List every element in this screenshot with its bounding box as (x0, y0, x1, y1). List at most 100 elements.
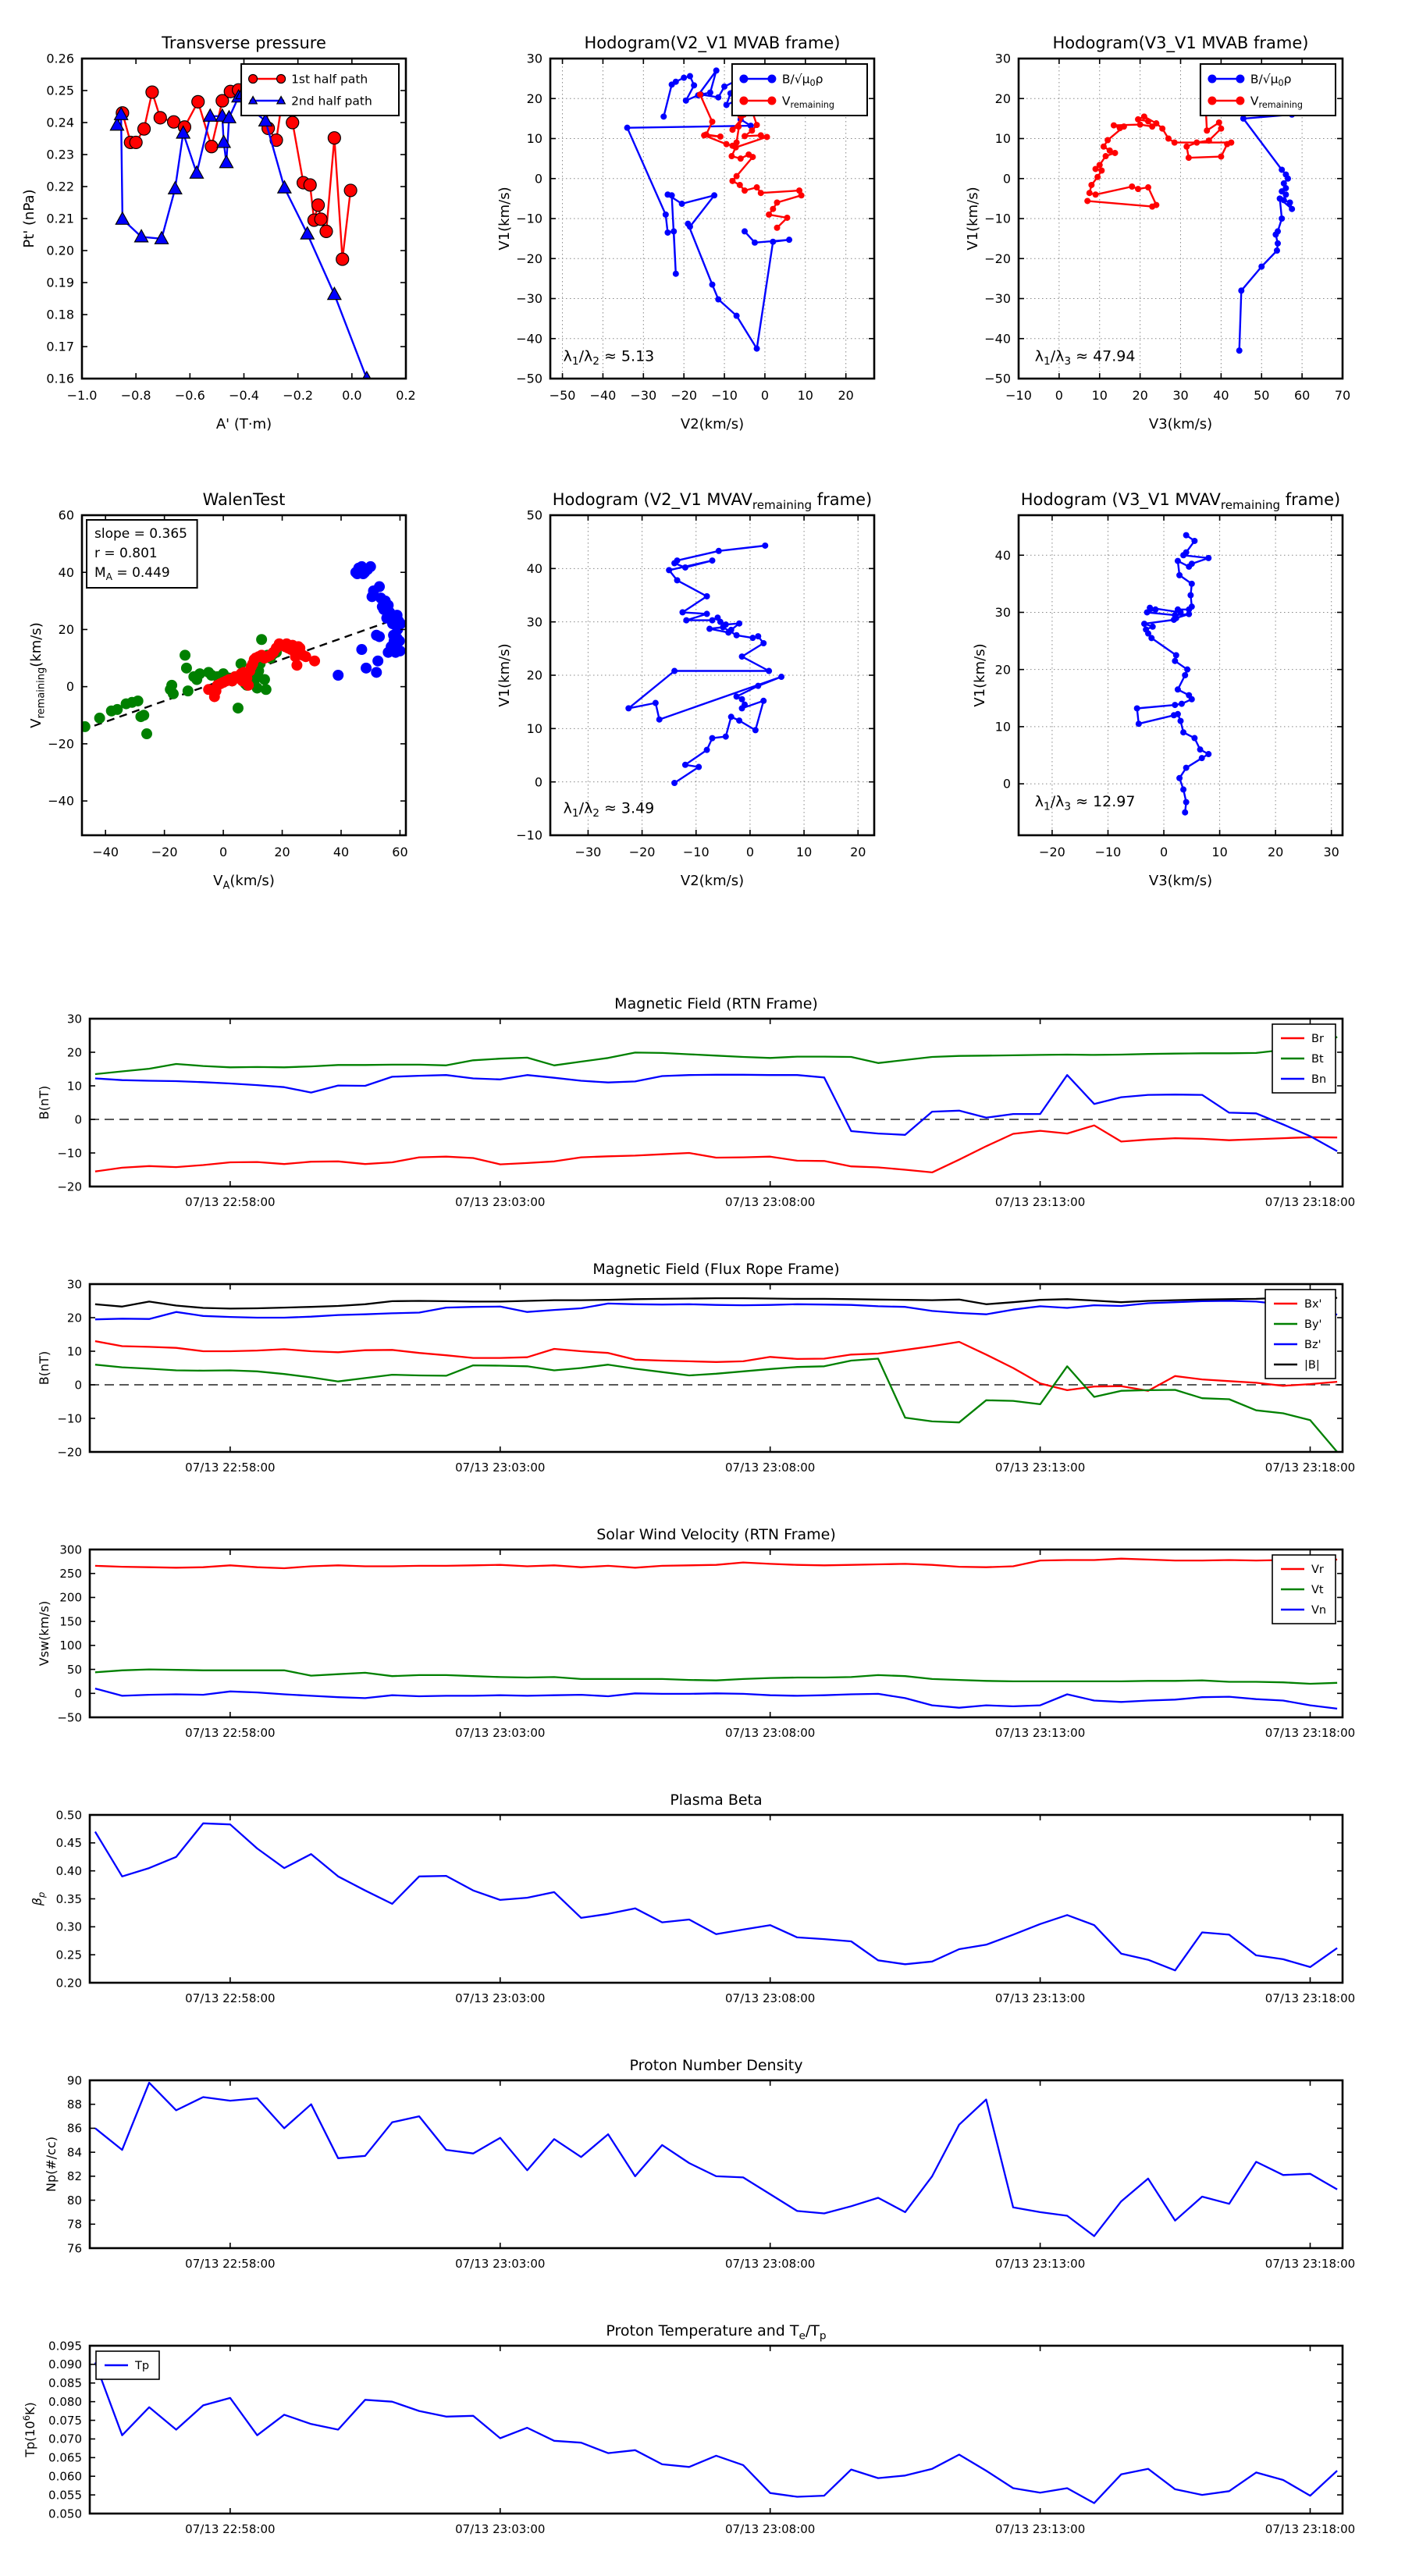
marker-circle (709, 557, 716, 564)
x-axis-label: VA(km/s) (213, 873, 275, 891)
x-tick-label: 40 (333, 845, 349, 859)
legend-label: 1st half path (291, 72, 368, 86)
marker-circle (1149, 123, 1156, 130)
y-axis-label: B(nT) (37, 1086, 52, 1119)
marker-circle (1145, 184, 1151, 191)
x-tick-label: −20 (670, 388, 697, 403)
marker-circle (311, 198, 325, 212)
marker-circle (711, 192, 718, 199)
marker-circle (1112, 149, 1119, 156)
marker-circle (327, 131, 341, 145)
y-tick-label: 0 (1003, 777, 1011, 792)
y-tick-label: 0.080 (48, 2395, 82, 2409)
marker-circle (656, 716, 663, 723)
marker-circle (774, 199, 781, 206)
x-tick-label: −20 (151, 845, 178, 859)
marker-circle (709, 735, 716, 742)
legend-label: Bt (1311, 1053, 1324, 1066)
marker-circle (670, 228, 678, 235)
y-tick-label: 20 (67, 1045, 82, 1059)
marker-circle (180, 662, 192, 674)
x-tick-label: 07/13 22:58:00 (185, 1726, 275, 1740)
x-tick-label: 07/13 23:18:00 (1265, 1726, 1355, 1740)
y-tick-label: −10 (984, 212, 1011, 226)
y-tick-label: 20 (995, 91, 1011, 106)
series-layer (94, 2362, 1338, 2504)
marker-circle (736, 181, 743, 188)
marker-circle (757, 190, 764, 197)
marker-circle (1191, 537, 1198, 544)
marker-circle (1144, 609, 1151, 616)
marker-circle (786, 237, 793, 244)
marker-circle (753, 122, 760, 129)
marker-circle (733, 139, 740, 146)
marker-circle (1098, 167, 1105, 174)
marker-circle (703, 746, 710, 753)
x-tick-label: −10 (683, 845, 710, 859)
y-tick-label: 10 (67, 1079, 82, 1093)
marker-circle (1276, 195, 1283, 202)
marker-triangle (176, 125, 191, 139)
info-box-line: r = 0.801 (94, 546, 158, 561)
marker-circle (742, 187, 748, 194)
x-tick-label: 07/13 23:18:00 (1265, 2257, 1355, 2271)
y-tick-label: −40 (984, 331, 1011, 346)
marker-circle (662, 211, 669, 218)
x-tick-label: 0 (219, 845, 227, 859)
x-tick-label: 07/13 22:58:00 (185, 1991, 275, 2005)
marker-circle (314, 212, 328, 226)
panel-title: Magnetic Field (RTN Frame) (614, 995, 818, 1012)
marker-circle (1174, 557, 1181, 564)
series-Bt (94, 1036, 1338, 1076)
y-tick-label: 0.070 (48, 2432, 82, 2446)
marker-circle (180, 649, 191, 661)
marker-circle (361, 662, 372, 674)
x-axis-label: V2(km/s) (681, 416, 744, 432)
marker-circle (755, 682, 762, 689)
marker-circle (1100, 143, 1107, 150)
marker-circle (729, 126, 736, 133)
marker-circle (1205, 137, 1212, 144)
marker-circle (1193, 139, 1200, 146)
marker-circle (258, 674, 270, 685)
marker-circle (674, 577, 681, 584)
marker-circle (720, 624, 727, 631)
marker-circle (751, 239, 758, 246)
marker-circle (167, 688, 179, 699)
x-tick-label: 70 (1335, 388, 1350, 403)
x-tick-label: 0 (746, 845, 754, 859)
y-axis-label: V1(km/s) (965, 187, 981, 250)
marker-circle (671, 560, 678, 567)
marker-circle (1084, 197, 1091, 205)
y-tick-label: 10 (527, 721, 542, 736)
marker-circle (703, 592, 710, 600)
panel-title: Solar Wind Velocity (RTN Frame) (596, 1526, 836, 1543)
axes-frame (88, 1283, 1344, 1453)
y-tick-label: −20 (516, 251, 542, 266)
x-tick-label: −0.8 (121, 388, 151, 403)
x-tick-label: 30 (1172, 388, 1188, 403)
marker-circle (1186, 610, 1193, 617)
marker-circle (243, 679, 254, 691)
marker-circle (736, 620, 743, 627)
axes-frame (88, 1548, 1344, 1719)
legend-box (1199, 63, 1337, 116)
series-Vt (94, 1668, 1338, 1685)
marker-circle (739, 74, 749, 84)
panel-transverse-pressure: −1.0 −0.8 −0.6 −0.4 −0.2 0.0 0.2 0.16 0.17 0.18 0.… (21, 34, 416, 432)
marker-circle (1197, 746, 1204, 753)
marker-circle (1180, 786, 1187, 793)
marker-triangle (247, 95, 258, 105)
x-tick-label: 07/13 23:13:00 (995, 1991, 1085, 2005)
x-tick-label: −40 (590, 388, 617, 403)
marker-circle (374, 581, 386, 592)
series-layer (94, 1557, 1338, 1710)
y-tick-label: 0.085 (48, 2376, 82, 2390)
marker-circle (137, 122, 151, 136)
marker-circle (738, 696, 745, 703)
x-tick-label: 07/13 23:13:00 (995, 2522, 1085, 2536)
marker-circle (1104, 137, 1112, 144)
y-tick-label: 90 (67, 2073, 82, 2087)
marker-triangle (219, 155, 234, 169)
